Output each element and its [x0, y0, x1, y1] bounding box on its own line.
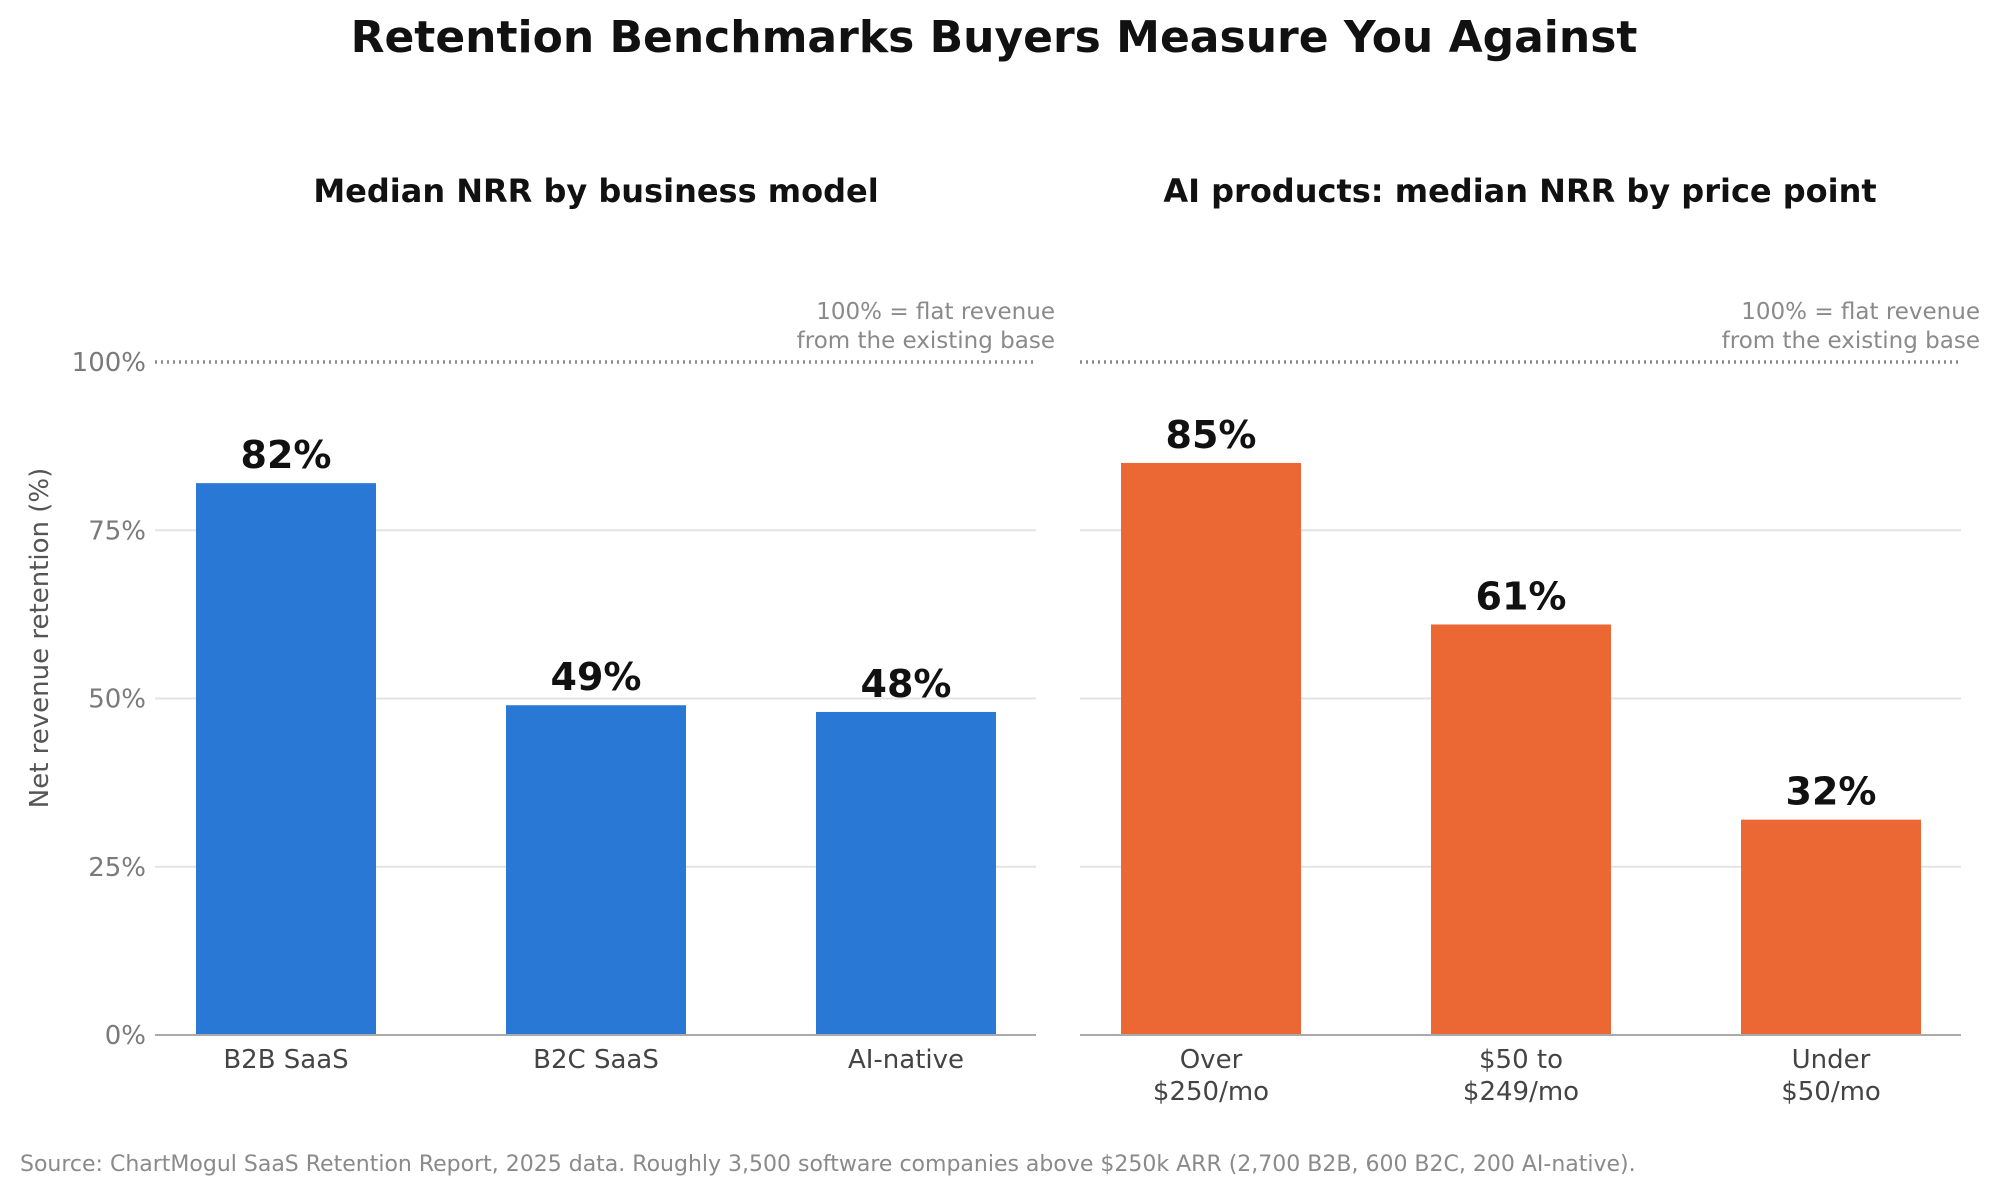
x-tick-label: $250/mo	[1153, 1077, 1269, 1107]
bar	[506, 705, 686, 1035]
bar-value-label: 48%	[861, 662, 952, 706]
reference-note-line-2: from the existing base	[1722, 328, 1980, 354]
y-tick-label: 100%	[72, 348, 146, 378]
x-tick-label: $50 to	[1479, 1045, 1563, 1075]
bar-value-label: 82%	[241, 433, 332, 477]
chart-panel-2: AI products: median NRR by price point 10…	[1080, 172, 1980, 1107]
x-tick-label: $249/mo	[1463, 1077, 1579, 1107]
chart-panels: Median NRR by business model 100% = flat …	[72, 172, 1980, 1107]
y-axis-label: Net revenue retention (%)	[25, 468, 55, 808]
bar	[1431, 624, 1611, 1035]
bar	[816, 711, 996, 1035]
figure-title: Retention Benchmarks Buyers Measure You …	[351, 12, 1638, 63]
x-tick-label: AI-native	[848, 1045, 964, 1075]
source-note: Source: ChartMogul SaaS Retention Report…	[20, 1152, 1636, 1177]
panel-title: AI products: median NRR by price point	[1163, 172, 1876, 210]
reference-note-line-1: 100% = flat revenue	[816, 299, 1055, 325]
bar-value-label: 32%	[1786, 770, 1877, 814]
y-tick-label: 75%	[88, 516, 146, 546]
bar-value-label: 85%	[1166, 413, 1257, 457]
reference-note-line-1: 100% = flat revenue	[1741, 299, 1980, 325]
chart-panel-1: Median NRR by business model 100% = flat …	[72, 172, 1055, 1075]
x-tick-label: B2C SaaS	[533, 1045, 659, 1075]
y-tick-label: 50%	[88, 685, 146, 715]
y-tick-label: 25%	[88, 853, 146, 883]
reference-note-line-2: from the existing base	[797, 328, 1055, 354]
x-tick-label: $50/mo	[1781, 1077, 1881, 1107]
bar	[1741, 819, 1921, 1035]
bar-value-label: 49%	[551, 655, 642, 699]
bar	[196, 483, 376, 1035]
bar	[1121, 462, 1301, 1035]
x-tick-label: Under	[1792, 1045, 1871, 1075]
x-tick-label: B2B SaaS	[223, 1045, 348, 1075]
bar-value-label: 61%	[1476, 574, 1567, 618]
panel-title: Median NRR by business model	[313, 172, 878, 210]
x-tick-label: Over	[1180, 1045, 1243, 1075]
y-tick-label: 0%	[105, 1021, 146, 1051]
